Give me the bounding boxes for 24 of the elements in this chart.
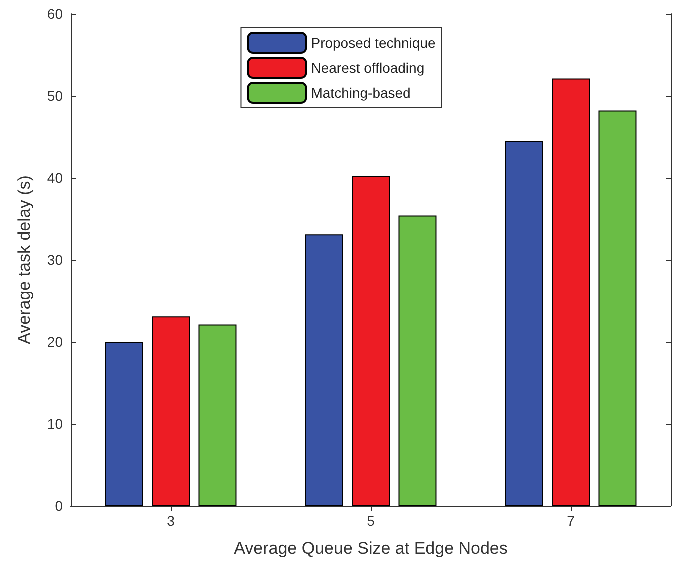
y-tick-label: 60 [47,6,64,22]
bar [598,110,637,506]
y-axis-title: Average task delay (s) [15,176,34,344]
bar [198,324,237,506]
y-tick-label: 20 [47,334,64,350]
bar [505,141,544,506]
bar [152,316,190,506]
y-tick-label: 0 [55,498,64,514]
y-tick-label: 30 [47,252,64,268]
legend-label: Matching-based [311,85,411,101]
y-tick-label: 50 [47,88,64,104]
legend-label: Nearest offloading [311,60,425,76]
bar [552,78,590,506]
bar [105,342,144,506]
bar [305,234,344,506]
x-tick-label: 7 [567,513,576,529]
x-tick-label: 5 [367,513,376,529]
bar [352,176,390,506]
x-axis-title: Average Queue Size at Edge Nodes [234,539,508,558]
legend-label: Proposed technique [311,35,436,51]
bar [398,216,437,506]
x-tick-label: 3 [167,513,176,529]
y-tick-label: 10 [47,416,64,432]
y-tick-label: 40 [47,170,64,186]
